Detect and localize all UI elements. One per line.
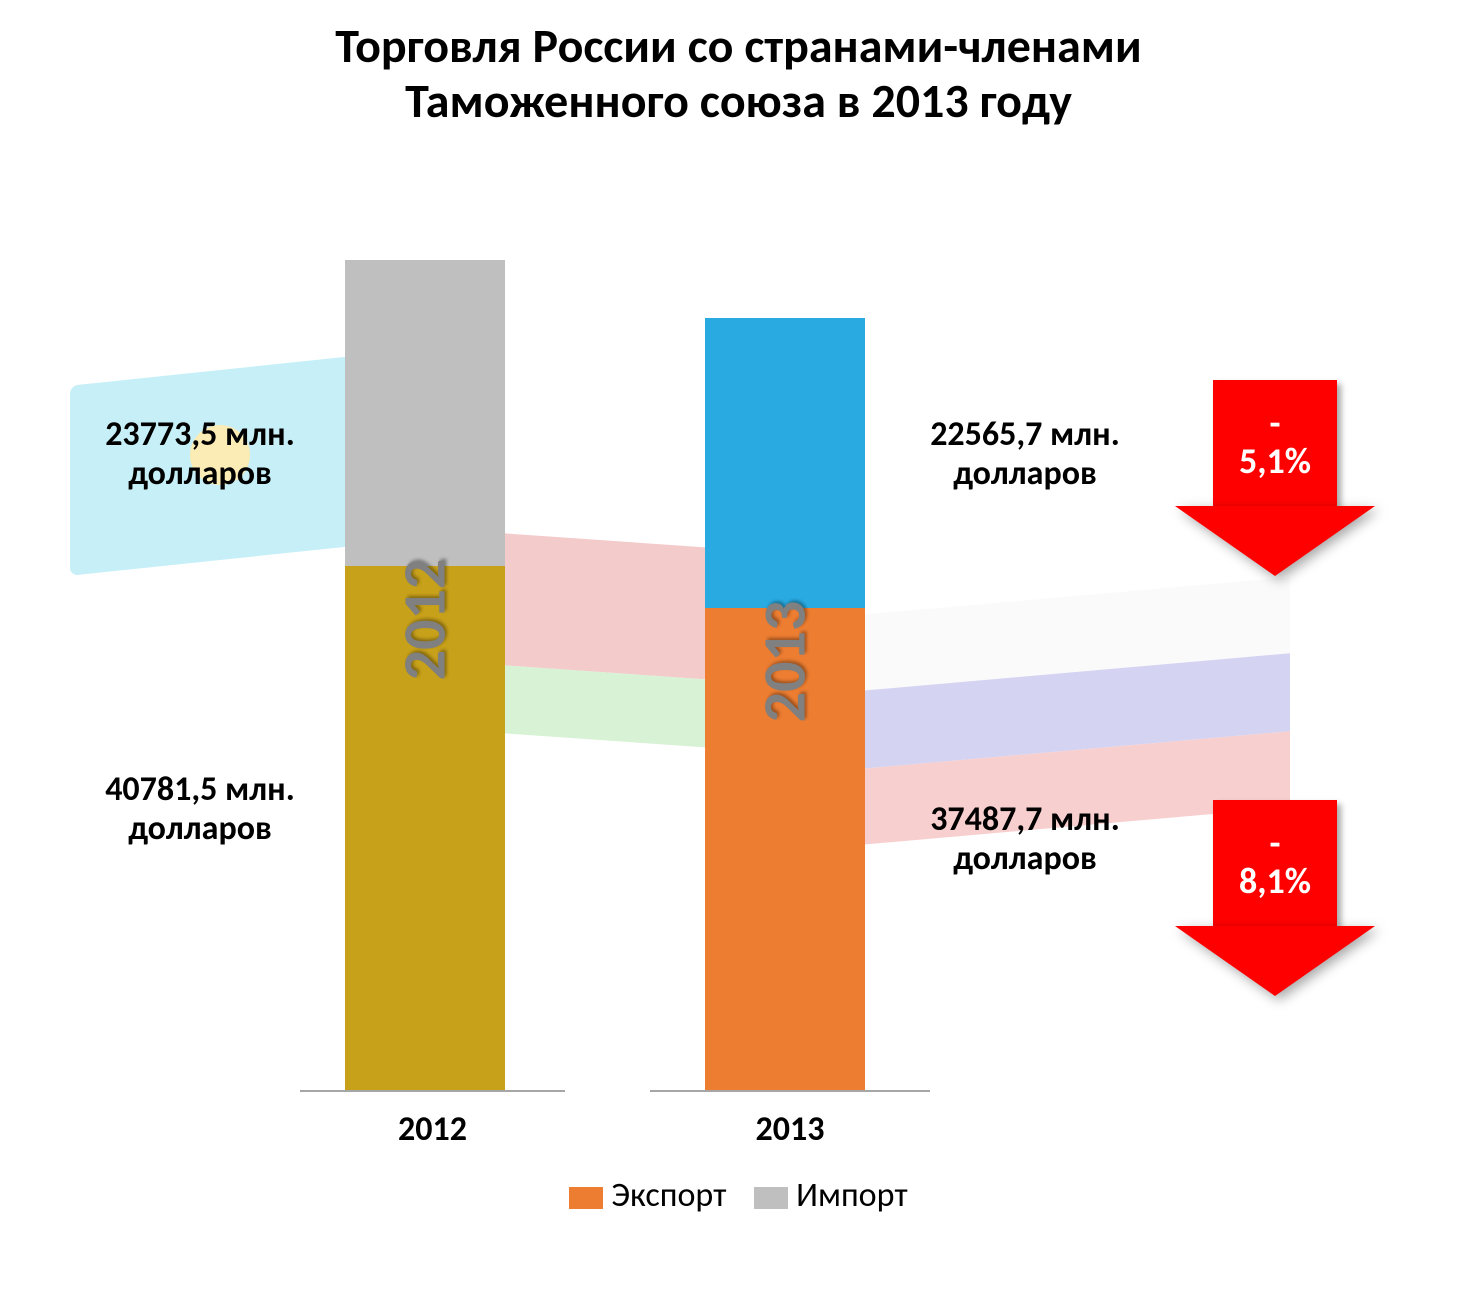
axis-tick-label-2013: 2013 (650, 1109, 930, 1150)
legend-item-export: Экспорт (569, 1175, 726, 1216)
axis-tick-label-2012: 2012 (300, 1109, 565, 1150)
legend-swatch-import (754, 1187, 788, 1209)
change-arrow-import-label: - 5,1% (1213, 380, 1337, 506)
chevron-down-icon (1175, 926, 1375, 996)
bar-year-label-2012: 2012 (389, 558, 462, 680)
value-label-2013-export: 37487,7 млн. долларов (880, 800, 1170, 878)
chart-title: Торговля России со странами-членами Тамо… (0, 18, 1477, 128)
legend-label-import: Импорт (796, 1175, 907, 1216)
value-label-2013-import: 22565,7 млн. долларов (880, 415, 1170, 493)
bar-2013: 2013 (705, 318, 865, 1090)
axis-tick-line-2013 (650, 1090, 930, 1092)
change-arrow-export-label: - 8,1% (1213, 800, 1337, 926)
value-label-2012-export: 40781,5 млн. долларов (55, 770, 345, 848)
chart-plot-area: 2012 2013 2012 2013 (230, 260, 1030, 1090)
bar-2012: 2012 (345, 260, 505, 1090)
change-arrow-export: - 8,1% (1175, 800, 1375, 996)
legend-label-export: Экспорт (611, 1175, 726, 1216)
chevron-down-icon (1175, 506, 1375, 576)
change-arrow-import: - 5,1% (1175, 380, 1375, 576)
legend-swatch-export (569, 1187, 603, 1209)
value-label-2012-import: 23773,5 млн. долларов (55, 415, 345, 493)
legend-item-import: Импорт (754, 1175, 907, 1216)
page: Торговля России со странами-членами Тамо… (0, 0, 1477, 1294)
axis-tick-line-2012 (300, 1090, 565, 1092)
bar-2012-import-segment (345, 260, 505, 566)
bar-2013-import-segment (705, 318, 865, 608)
bar-year-label-2013: 2013 (749, 601, 822, 723)
legend: Экспорт Импорт (0, 1175, 1477, 1216)
